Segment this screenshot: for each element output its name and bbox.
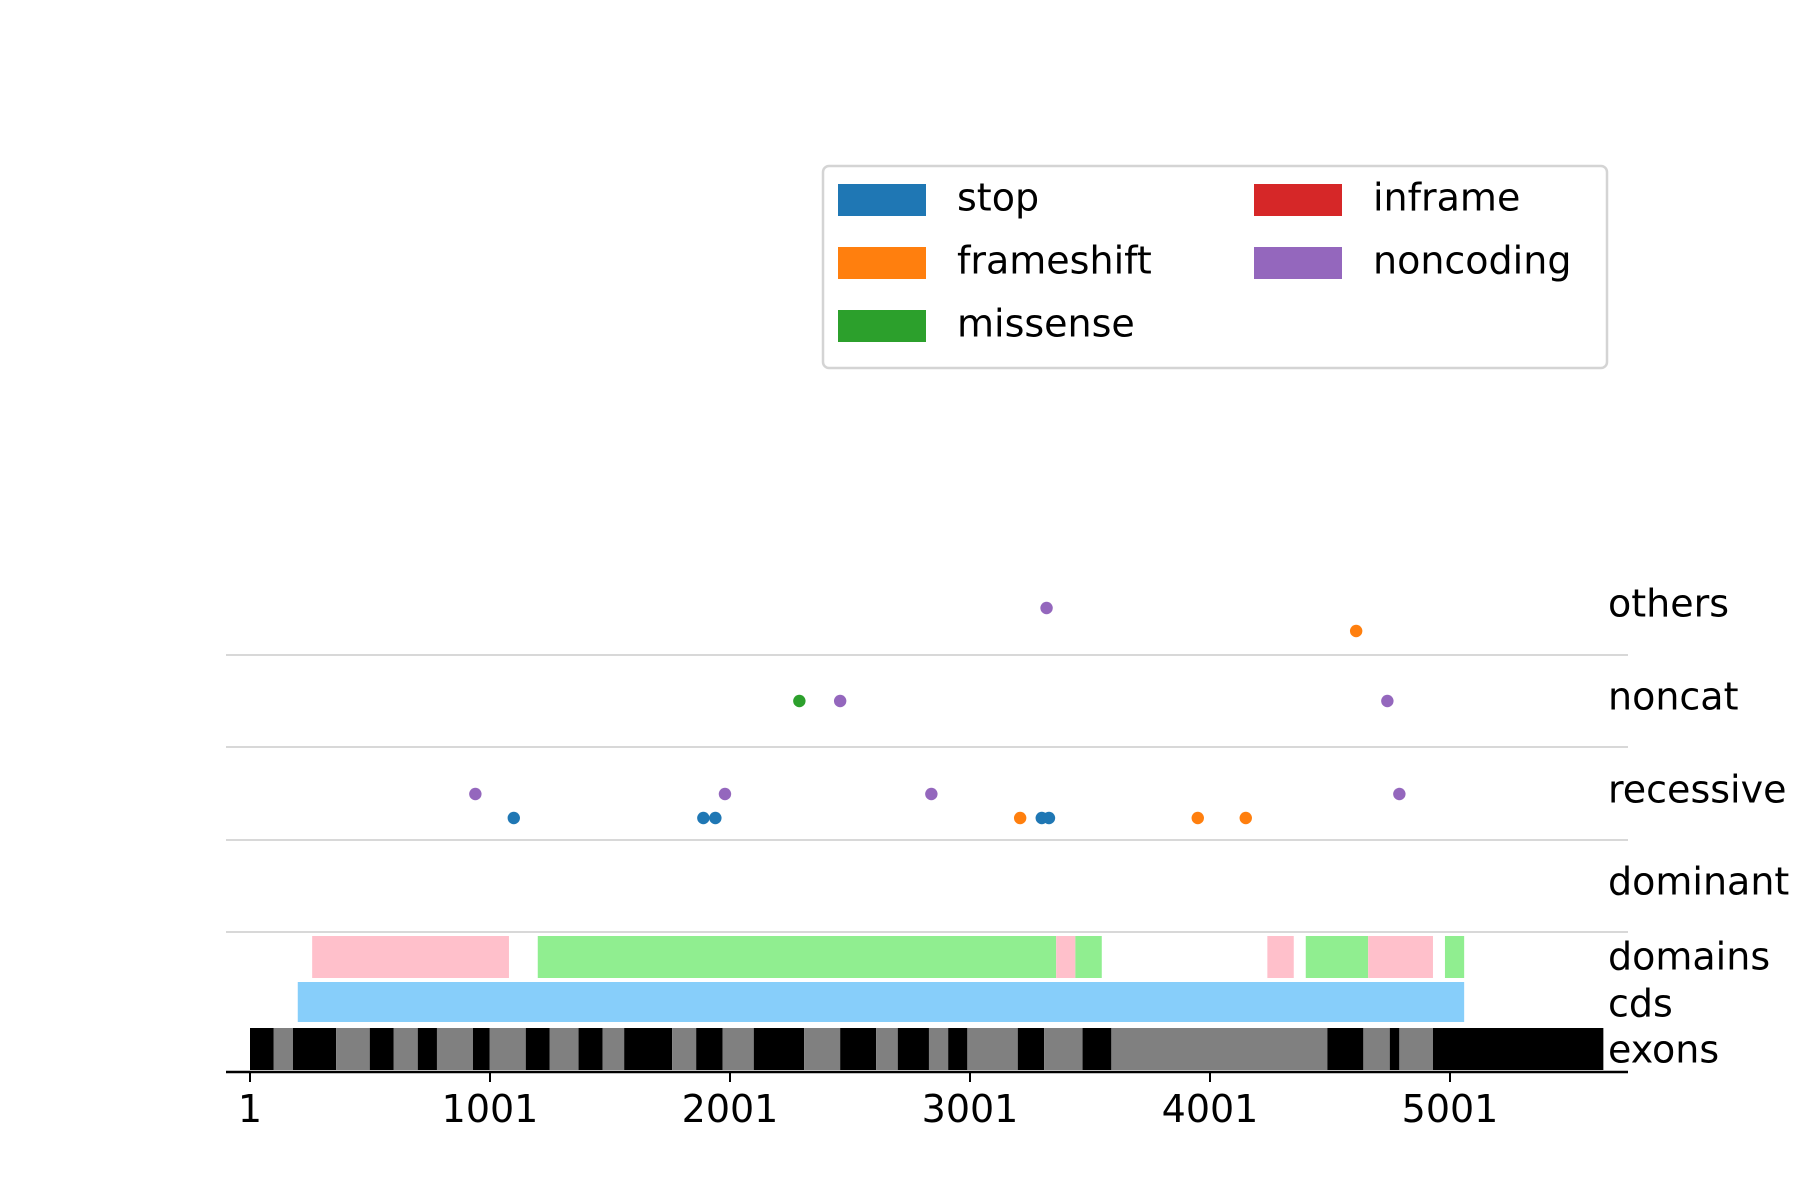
exon-block [436,1028,473,1070]
exon-block [1111,1028,1328,1070]
exon-block [1044,1028,1083,1070]
exon-block [967,1028,1018,1070]
track-label-domains: domains [1608,935,1770,979]
cds-block [297,982,1465,1022]
track-labels: others noncat recessive dominant domainscdse… [1608,582,1789,1072]
legend-swatch-noncoding [1254,247,1342,279]
legend-swatch-inframe [1254,184,1342,216]
legend-label-inframe: inframe [1373,176,1520,220]
track-label-noncat: noncat [1608,675,1739,719]
exon-block [578,1028,603,1070]
exon-block [1363,1028,1390,1070]
cds-track [297,982,1465,1022]
x-tick-label: 4001 [1162,1087,1259,1131]
domain-block [1056,936,1076,978]
exon-block [369,1028,394,1070]
track-separators [226,654,1628,933]
variant-point-stop [709,811,722,825]
track-label-others: others [1608,582,1729,626]
variant-point-noncoding [718,787,732,801]
variant-point-frameshift [1239,811,1252,825]
exon-block [1432,1028,1604,1070]
variant-point-frameshift [1349,624,1363,638]
exon-block [489,1028,526,1070]
track-label-recessive: recessive [1608,768,1786,812]
variant-points [469,601,1406,825]
variant-point-noncoding [833,694,847,708]
x-tick-label: 1001 [442,1087,539,1131]
exon-block [273,1028,293,1070]
variant-point-stop [1042,811,1056,825]
legend-swatch-stop [838,184,926,216]
domain-block [1267,936,1294,978]
exon-block [876,1028,898,1070]
legend-label-missense: missense [957,302,1135,346]
exon-block [804,1028,841,1070]
exon-block [928,1028,949,1070]
x-tick-label: 3001 [922,1087,1019,1131]
exon-block [753,1028,805,1070]
exon-block [472,1028,490,1070]
exon-block [292,1028,337,1070]
domain-block [1305,936,1369,978]
variant-point-noncoding [1393,787,1406,801]
exon-block [1327,1028,1364,1070]
exon-block [722,1028,754,1070]
legend-swatch-frameshift [838,247,926,279]
legend: stop frameshift missense inframe noncoding [821,164,1609,370]
domain-block [1075,936,1102,978]
exon-block [696,1028,723,1070]
exon-block [417,1028,437,1070]
exon-block [897,1028,929,1070]
domain-block [1444,936,1465,978]
legend-swatch-missense [838,310,926,342]
exon-block [1017,1028,1045,1070]
domain-block [1368,936,1433,978]
x-tick-label: 1 [238,1087,262,1131]
legend-box [821,164,1609,370]
exon-block [393,1028,418,1070]
legend-label-stop: stop [957,176,1039,220]
exon-block [1389,1028,1400,1070]
exon-block [672,1028,697,1070]
exon-block [840,1028,877,1070]
exon-block [250,1028,274,1070]
domain-block [312,936,509,978]
variant-point-noncoding [469,787,482,801]
exon-block [336,1028,370,1070]
track-label-cds: cds [1608,982,1673,1026]
x-tick-label: 2001 [682,1087,779,1131]
domain-block [537,936,1057,978]
variant-point-noncoding [925,787,938,801]
exon-block [948,1028,968,1070]
track-label-exons: exons [1608,1028,1719,1072]
exon-block [602,1028,625,1070]
variant-point-stop [507,811,520,825]
variant-point-noncoding [1040,601,1053,615]
variant-point-frameshift [1013,811,1027,825]
domain-track [312,936,1465,978]
track-label-dominant: dominant [1608,860,1789,904]
legend-label-noncoding: noncoding [1373,239,1571,283]
exon-block [624,1028,673,1070]
exon-track [250,1028,1604,1070]
x-axis: 1 1001 2001 3001 4001 5001 [226,1070,1628,1131]
x-tick-label: 5001 [1402,1087,1499,1131]
variant-point-stop [697,811,710,825]
variant-point-missense [793,694,806,708]
variant-point-noncoding [1381,694,1394,708]
exon-block [1082,1028,1112,1070]
variant-point-frameshift [1191,811,1204,825]
exon-block [549,1028,579,1070]
exon-block [525,1028,550,1070]
exon-block [1399,1028,1433,1070]
legend-label-frameshift: frameshift [957,239,1152,283]
